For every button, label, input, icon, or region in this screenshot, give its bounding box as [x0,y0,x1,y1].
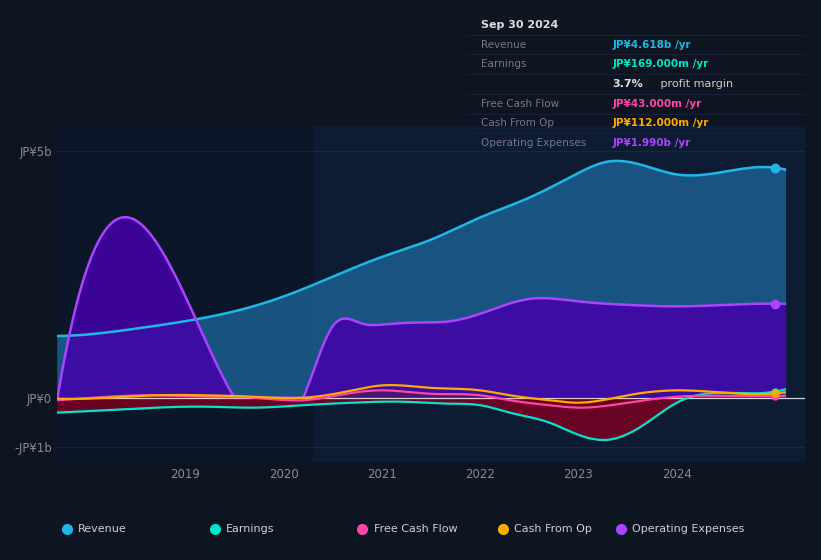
Text: JP¥43.000m /yr: JP¥43.000m /yr [612,99,702,109]
Text: Cash From Op: Cash From Op [480,118,553,128]
Text: Operating Expenses: Operating Expenses [480,138,586,148]
Text: Earnings: Earnings [226,524,274,534]
Text: Free Cash Flow: Free Cash Flow [374,524,457,534]
Text: Revenue: Revenue [78,524,126,534]
Text: Operating Expenses: Operating Expenses [632,524,745,534]
Text: JP¥169.000m /yr: JP¥169.000m /yr [612,59,709,69]
Text: profit margin: profit margin [657,79,732,89]
Text: Earnings: Earnings [480,59,526,69]
Text: Sep 30 2024: Sep 30 2024 [480,20,558,30]
Text: Cash From Op: Cash From Op [514,524,592,534]
Bar [57,126,313,462]
Text: JP¥112.000m /yr: JP¥112.000m /yr [612,118,709,128]
Text: Revenue: Revenue [480,40,525,50]
Text: JP¥1.990b /yr: JP¥1.990b /yr [612,138,690,148]
Text: 3.7%: 3.7% [612,79,644,89]
Text: JP¥4.618b /yr: JP¥4.618b /yr [612,40,691,50]
Bar [313,126,805,462]
Text: Free Cash Flow: Free Cash Flow [480,99,559,109]
